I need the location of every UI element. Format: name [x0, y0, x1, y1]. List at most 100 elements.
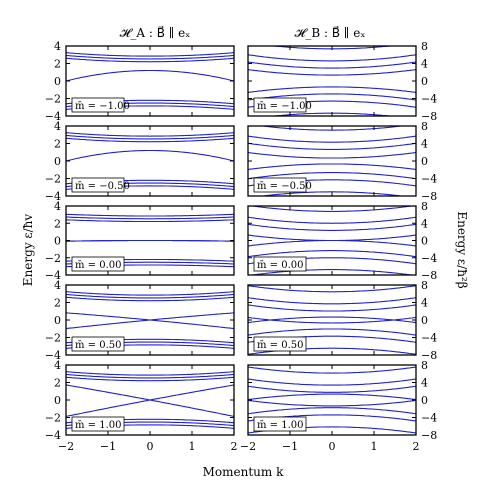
- y-tick-label: −8: [421, 349, 437, 362]
- band-line: [248, 239, 416, 247]
- band-line: [248, 366, 416, 374]
- right-column-title: 𝓗_B : B⃗ ∥ eₓ: [295, 25, 366, 40]
- band-line: [248, 151, 416, 159]
- x-tick-label: 0: [147, 440, 154, 453]
- x-tick-label: 2: [413, 440, 420, 453]
- band-line: [248, 172, 416, 180]
- mass-label: m̄ = −0.50: [257, 181, 312, 192]
- y-tick-label: 4: [421, 217, 428, 230]
- mass-label: m̄ = −0.50: [75, 181, 130, 192]
- band-line: [248, 297, 416, 305]
- y-tick-label: −4: [421, 173, 437, 186]
- left-y-axis-label: Energy ε/ħv: [21, 214, 35, 287]
- y-tick-label: 0: [54, 394, 61, 407]
- band-line: [248, 304, 416, 312]
- band-line: [66, 384, 234, 417]
- band-line: [66, 371, 234, 376]
- x-tick-label: −2: [240, 440, 256, 453]
- band-line: [66, 296, 234, 302]
- band-line: [248, 93, 416, 101]
- band-line: [248, 135, 416, 143]
- band-line: [66, 291, 234, 296]
- band-line: [248, 250, 416, 258]
- y-tick-label: 8: [421, 120, 428, 133]
- band-line: [248, 378, 416, 386]
- mass-label: m̄ = −1.00: [75, 101, 130, 112]
- y-tick-label: 2: [54, 58, 61, 71]
- y-tick-label: 8: [421, 200, 428, 213]
- y-tick-label: 0: [54, 235, 61, 248]
- band-line: [258, 191, 406, 196]
- y-tick-label: 8: [421, 359, 428, 372]
- y-tick-label: 8: [421, 40, 428, 53]
- y-tick-label: −2: [45, 173, 61, 186]
- y-tick-label: 0: [421, 75, 428, 88]
- y-tick-label: 2: [54, 138, 61, 151]
- band-line: [66, 54, 234, 60]
- band-line: [66, 216, 234, 220]
- band-line: [66, 57, 234, 63]
- band-line: [248, 206, 416, 212]
- y-tick-label: 0: [421, 314, 428, 327]
- y-tick-label: 0: [54, 155, 61, 168]
- mass-label: m̄ = 1.00: [75, 420, 121, 431]
- x-tick-label: −2: [58, 440, 74, 453]
- right-y-axis-label: Energy ε/ħ²β: [455, 211, 469, 288]
- band-line: [66, 52, 234, 57]
- y-tick-label: −8: [421, 429, 437, 442]
- x-axis-label: Momentum k: [203, 465, 284, 479]
- y-tick-label: 4: [54, 120, 61, 133]
- y-tick-label: −4: [421, 412, 437, 425]
- y-tick-label: −4: [421, 93, 437, 106]
- band-line: [248, 407, 416, 415]
- band-line: [66, 149, 234, 162]
- y-tick-label: 4: [421, 58, 428, 71]
- band-line: [66, 213, 234, 217]
- y-tick-label: 4: [421, 297, 428, 310]
- band-line: [248, 399, 416, 407]
- y-tick-label: −8: [421, 190, 437, 203]
- band-line: [248, 328, 416, 336]
- y-tick-label: 0: [421, 394, 428, 407]
- band-line: [248, 142, 416, 150]
- mass-label: m̄ = 0.50: [75, 340, 121, 351]
- y-tick-label: −2: [45, 412, 61, 425]
- band-line: [66, 219, 234, 223]
- y-tick-label: −8: [421, 110, 437, 123]
- band-line: [248, 163, 416, 171]
- band-line: [66, 134, 234, 140]
- band-line: [248, 316, 416, 324]
- y-tick-label: 0: [421, 235, 428, 248]
- x-tick-label: 2: [231, 440, 238, 453]
- mass-label-box: [71, 177, 125, 193]
- y-tick-label: −4: [45, 429, 61, 442]
- y-tick-label: 4: [54, 200, 61, 213]
- y-tick-label: 0: [54, 75, 61, 88]
- mass-label-box: [71, 97, 125, 113]
- band-line: [248, 61, 416, 69]
- y-tick-label: −4: [45, 269, 61, 282]
- mass-label-box: [253, 177, 307, 193]
- mass-label: m̄ = 0.00: [257, 260, 303, 271]
- mass-label-box: [71, 416, 125, 432]
- x-tick-label: −1: [282, 440, 298, 453]
- band-line: [66, 239, 234, 242]
- band-line: [248, 69, 416, 76]
- band-line: [248, 385, 416, 393]
- y-tick-label: 8: [421, 279, 428, 292]
- y-tick-label: 0: [421, 155, 428, 168]
- band-line: [248, 216, 416, 224]
- band-line: [66, 137, 234, 143]
- y-tick-label: −4: [45, 110, 61, 123]
- y-tick-label: 2: [54, 377, 61, 390]
- y-tick-label: −2: [45, 252, 61, 265]
- band-line: [248, 86, 416, 93]
- y-tick-label: 0: [54, 314, 61, 327]
- y-tick-label: 2: [54, 217, 61, 230]
- mass-label-box: [71, 256, 125, 272]
- y-tick-label: 2: [54, 297, 61, 310]
- y-tick-label: −8: [421, 269, 437, 282]
- left-column-title: 𝓗_A : B⃗ ∥ eₓ: [120, 25, 191, 40]
